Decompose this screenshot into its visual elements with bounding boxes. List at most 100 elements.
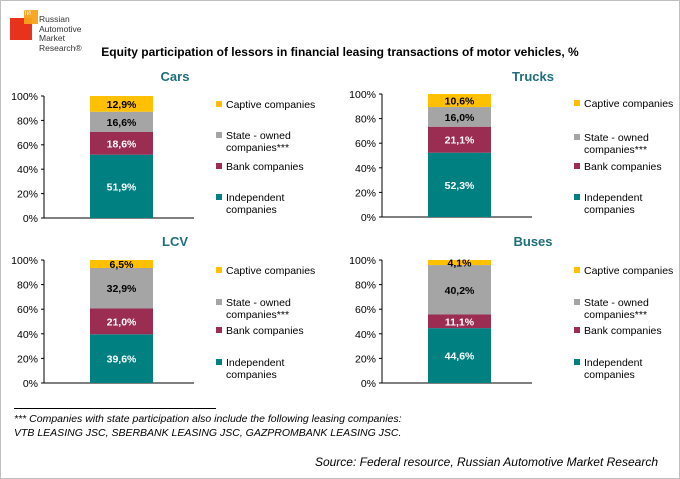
- y-tick-label: 20%: [355, 187, 376, 199]
- legend-label-captive: Captive companies: [226, 99, 315, 111]
- logo-line: Automotive: [39, 23, 82, 34]
- legend-swatch-state: [574, 134, 580, 140]
- y-tick-label: 20%: [355, 353, 376, 365]
- y-tick-label: 80%: [355, 280, 376, 292]
- bar-segment-independent: [90, 154, 153, 218]
- data-label-bank: 21,1%: [445, 135, 475, 147]
- legend-label-independent: companies: [584, 369, 635, 381]
- logo-line: Russian: [39, 14, 70, 24]
- data-label-captive: 4,1%: [448, 258, 473, 270]
- data-label-bank: 11,1%: [445, 316, 475, 328]
- source-note: Source: Federal resource, Russian Automo…: [314, 455, 658, 469]
- legend-swatch-captive: [216, 101, 222, 107]
- panel-title: LCV: [162, 234, 188, 249]
- legend-swatch-independent: [574, 359, 580, 365]
- y-tick-label: 80%: [17, 115, 38, 127]
- legend-label-independent: companies: [226, 369, 277, 381]
- legend-swatch-state: [574, 299, 580, 305]
- legend-swatch-independent: [216, 194, 222, 200]
- y-tick-label: 60%: [17, 304, 38, 316]
- bar-segment-state: [428, 265, 491, 315]
- bar-segment-captive: [428, 94, 491, 108]
- bar-segment-state: [90, 111, 153, 132]
- legend-swatch-captive: [574, 100, 580, 106]
- legend-label-state: companies***: [226, 309, 289, 321]
- legend-swatch-bank: [216, 327, 222, 333]
- panel-title: Cars: [161, 69, 190, 84]
- legend-label-captive: Captive companies: [226, 265, 315, 277]
- legend-label-bank: Bank companies: [584, 325, 662, 337]
- legend-label-state: companies***: [584, 309, 647, 321]
- legend-swatch-independent: [574, 194, 580, 200]
- legend-label-independent: Independent: [226, 357, 284, 369]
- bar-segment-independent: [428, 152, 491, 217]
- legend-label-state: State - owned: [226, 297, 291, 309]
- legend-label-independent: companies: [584, 204, 635, 216]
- legend-swatch-bank: [574, 327, 580, 333]
- legend-label-independent: Independent: [226, 192, 284, 204]
- legend-swatch-bank: [574, 163, 580, 169]
- y-tick-label: 0%: [23, 213, 38, 225]
- y-tick-label: 60%: [17, 140, 38, 152]
- legend-label-state: State - owned: [226, 130, 291, 142]
- data-label-independent: 51,9%: [107, 181, 137, 193]
- data-label-independent: 39,6%: [107, 354, 137, 366]
- data-label-bank: 18,6%: [107, 138, 137, 150]
- y-tick-label: 100%: [11, 255, 38, 267]
- y-tick-label: 0%: [361, 212, 376, 224]
- y-tick-label: 60%: [355, 138, 376, 150]
- data-label-state: 16,6%: [107, 117, 137, 129]
- bar-segment-captive: [90, 260, 153, 268]
- data-label-state: 32,9%: [107, 283, 137, 295]
- logo-orange-square: [24, 10, 38, 24]
- legend-label-bank: Bank companies: [584, 161, 662, 173]
- data-label-bank: 21,0%: [107, 316, 137, 328]
- y-tick-label: 80%: [17, 280, 38, 292]
- data-label-state: 40,2%: [445, 285, 475, 297]
- logo-line: Research®: [39, 42, 82, 53]
- y-tick-label: 40%: [355, 329, 376, 341]
- legend-label-captive: Captive companies: [584, 265, 673, 277]
- y-tick-label: 20%: [17, 353, 38, 365]
- bar-segment-captive: [428, 260, 491, 266]
- legend-label-state: companies***: [226, 142, 289, 154]
- panel-title: Buses: [513, 234, 552, 249]
- main-title: Equity participation of lessors in finan…: [101, 45, 579, 59]
- y-tick-label: 60%: [355, 304, 376, 316]
- data-label-captive: 12,9%: [107, 99, 137, 111]
- y-tick-label: 20%: [17, 189, 38, 201]
- data-label-captive: 10,6%: [445, 96, 475, 108]
- legend-swatch-captive: [216, 267, 222, 273]
- y-tick-label: 100%: [349, 255, 376, 267]
- y-tick-label: 100%: [11, 91, 38, 103]
- legend-label-state: companies***: [584, 144, 647, 156]
- footnote-line-1: *** Companies with state participation a…: [14, 413, 402, 425]
- legend-label-state: State - owned: [584, 132, 649, 144]
- y-tick-label: 80%: [355, 114, 376, 126]
- legend-label-independent: Independent: [584, 357, 642, 369]
- panel-title: Trucks: [512, 69, 554, 84]
- bar-segment-independent: [428, 328, 491, 383]
- footnote-line-2: VTB LEASING JSC, SBERBANK LEASING JSC, G…: [14, 427, 402, 439]
- footnote-rule: [14, 408, 216, 409]
- y-tick-label: 40%: [355, 163, 376, 175]
- legend-label-state: State - owned: [584, 297, 649, 309]
- logo-small-text: НАПИ: [13, 11, 32, 17]
- legend-label-independent: companies: [226, 204, 277, 216]
- legend-label-independent: Independent: [584, 192, 642, 204]
- data-label-independent: 52,3%: [445, 180, 475, 192]
- bar-segment-independent: [90, 334, 153, 383]
- y-tick-label: 0%: [361, 378, 376, 390]
- legend-swatch-state: [216, 299, 222, 305]
- logo-line: Market: [39, 33, 65, 43]
- bar-segment-bank: [428, 126, 491, 153]
- legend-label-captive: Captive companies: [584, 98, 673, 110]
- y-tick-label: 100%: [349, 89, 376, 101]
- bar-segment-captive: [90, 96, 153, 112]
- y-tick-label: 40%: [17, 164, 38, 176]
- data-label-state: 16,0%: [445, 112, 475, 124]
- logo: НАПИ Russian Automotive Market Research®: [10, 10, 105, 70]
- y-tick-label: 40%: [17, 329, 38, 341]
- data-label-independent: 44,6%: [445, 351, 475, 363]
- data-label-captive: 6,5%: [110, 259, 135, 271]
